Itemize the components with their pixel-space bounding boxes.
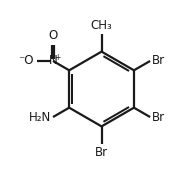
Text: CH₃: CH₃ [91, 19, 113, 32]
Text: N: N [49, 54, 57, 67]
Text: Br: Br [152, 54, 165, 67]
Text: Br: Br [95, 146, 108, 159]
Text: O: O [48, 29, 58, 42]
Text: Br: Br [152, 111, 165, 124]
Text: H₂N: H₂N [29, 111, 52, 124]
Text: ⁻O: ⁻O [18, 54, 34, 67]
Text: +: + [54, 53, 60, 62]
